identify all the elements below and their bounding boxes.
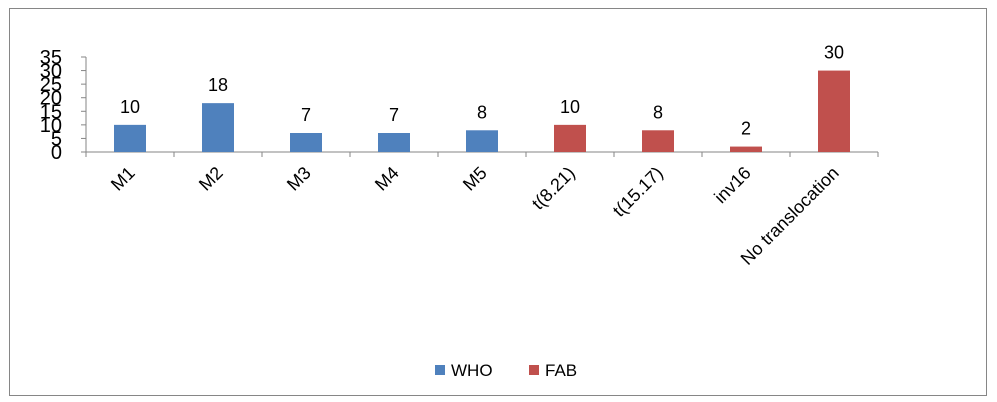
category-label: M4 <box>371 163 403 195</box>
legend-label-fab: FAB <box>545 361 577 380</box>
data-label: 30 <box>824 43 844 63</box>
data-label: 8 <box>477 102 487 122</box>
bar-who <box>466 130 498 152</box>
data-labels: 10 18 7 7 8 10 8 2 30 <box>120 43 844 139</box>
data-label: 7 <box>389 105 399 125</box>
category-label: t(15.17) <box>609 163 667 221</box>
y-tick-label: 25 <box>40 74 62 96</box>
y-tick-label: 35 <box>40 47 62 69</box>
legend-swatch-who <box>435 365 445 375</box>
y-tick-label: 0 <box>51 142 62 164</box>
bar-who <box>290 133 322 152</box>
data-label: 8 <box>653 102 663 122</box>
category-label: M3 <box>283 163 315 195</box>
bar-fab <box>730 146 762 152</box>
bar-who <box>378 133 410 152</box>
legend-swatch-fab <box>529 365 539 375</box>
data-label: 18 <box>208 75 228 95</box>
data-label: 10 <box>560 97 580 117</box>
category-label: inv16 <box>710 163 755 208</box>
bar-fab <box>642 130 674 152</box>
legend-label-who: WHO <box>451 361 493 380</box>
chart-frame: 0 5 10 15 20 25 30 35 10 18 7 7 8 10 8 2 30 M1 M2 M3 M4 M5 t… <box>9 8 987 396</box>
bar-who <box>202 103 234 152</box>
category-label: M5 <box>459 163 491 195</box>
y-tick-label: 20 <box>40 88 62 110</box>
bar-fab <box>554 124 586 152</box>
bar-fab <box>818 70 850 152</box>
bar-who <box>114 124 146 152</box>
y-tick-label: 5 <box>51 128 62 150</box>
category-label: M2 <box>195 163 227 195</box>
data-label: 10 <box>120 97 140 117</box>
y-tick-label: 30 <box>40 61 62 83</box>
bars <box>114 70 850 152</box>
category-label: M1 <box>107 163 139 195</box>
data-label: 7 <box>301 105 311 125</box>
legend: WHO FAB <box>435 361 577 380</box>
y-tick-label: 10 <box>40 115 62 137</box>
data-label: 2 <box>741 119 751 139</box>
y-tick-label: 15 <box>40 101 62 123</box>
category-label: t(8.21) <box>528 163 579 214</box>
